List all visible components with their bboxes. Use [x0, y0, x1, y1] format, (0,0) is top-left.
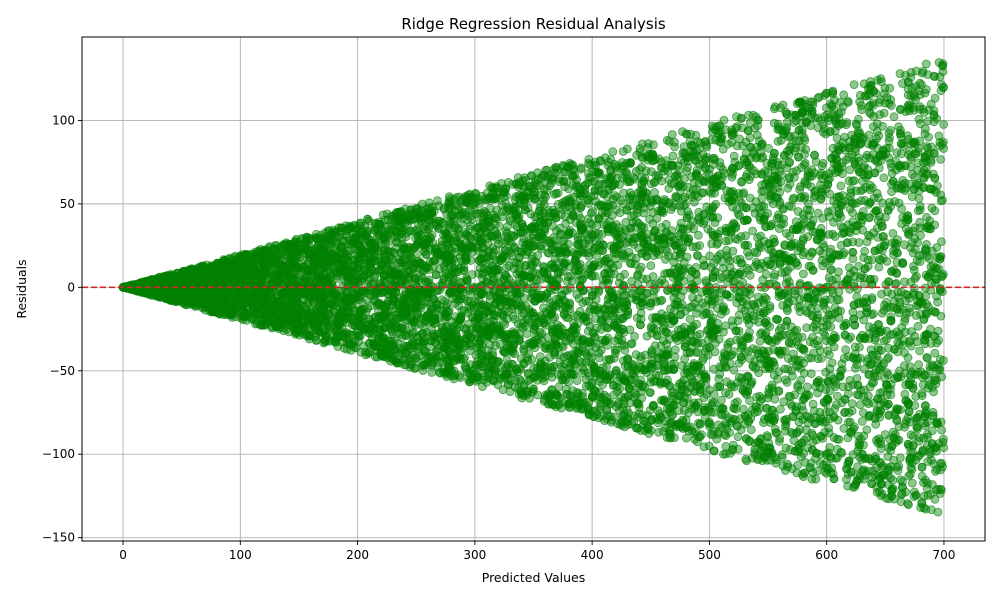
residual-point — [694, 230, 703, 240]
residual-point — [725, 448, 735, 458]
residual-point — [670, 345, 680, 355]
residual-point — [939, 120, 948, 129]
residual-point — [748, 226, 757, 236]
residual-point — [755, 336, 765, 346]
residual-point — [723, 253, 733, 263]
residual-point — [721, 441, 731, 451]
residual-point — [779, 397, 789, 407]
residual-point — [895, 453, 905, 463]
residual-point — [608, 147, 618, 157]
residual-point — [799, 269, 808, 279]
residual-point — [913, 238, 923, 248]
residual-point — [685, 314, 695, 324]
residual-point — [769, 118, 779, 128]
residual-point — [922, 212, 931, 222]
residual-point — [832, 391, 842, 401]
residual-point — [883, 452, 893, 461]
residual-point — [588, 207, 597, 217]
residual-point — [921, 59, 931, 69]
residual-point — [614, 405, 624, 415]
residual-point — [895, 69, 905, 78]
residual-point — [554, 382, 564, 392]
residual-point — [845, 375, 855, 385]
residual-point — [884, 128, 894, 138]
data-points — [118, 58, 949, 517]
residual-point — [897, 204, 906, 214]
residual-point — [904, 500, 913, 510]
residual-point — [733, 432, 743, 442]
residual-point — [913, 158, 923, 168]
residual-point — [936, 154, 945, 164]
residual-point — [846, 184, 856, 194]
residual-point — [889, 112, 899, 122]
residual-point — [783, 183, 793, 193]
residual-point — [849, 80, 859, 89]
residual-point — [757, 180, 767, 190]
residual-point — [584, 154, 594, 164]
residual-point — [668, 151, 678, 161]
residual-point — [797, 163, 806, 173]
residual-point — [646, 323, 656, 333]
residual-point — [900, 277, 909, 287]
residual-point — [914, 360, 923, 370]
residual-point — [834, 295, 844, 305]
residual-point — [877, 289, 886, 299]
residual-point — [553, 188, 563, 198]
residual-point — [932, 243, 942, 252]
residual-point — [699, 261, 709, 271]
residual-point — [657, 275, 667, 285]
residual-point — [682, 433, 691, 443]
residual-point — [825, 126, 835, 136]
residual-point — [809, 406, 819, 416]
residual-point — [787, 202, 796, 212]
residual-point — [813, 388, 822, 398]
residual-point — [825, 350, 834, 360]
residual-point — [815, 346, 825, 356]
residual-point — [623, 144, 632, 154]
residual-point — [582, 351, 592, 361]
